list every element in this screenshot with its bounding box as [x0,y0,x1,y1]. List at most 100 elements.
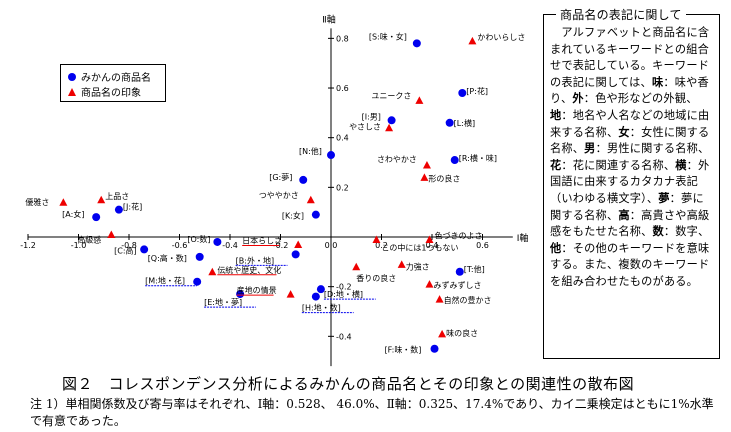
data-label: 色づきのよさ [434,230,482,240]
y-tick-label: -0.4 [336,332,352,341]
data-label: 日本らしさ [242,235,282,245]
legend-label: 商品名の印象 [81,88,141,99]
x-tick-label: 0.2 [375,241,388,250]
scatter-plot: -1.2 -1.0 -0.8 -0.6 -0.4 -0.2 0.0 0.2 0.4 0.6 0.8 0… [20,13,529,367]
data-label: さわやかさ [377,155,417,164]
legend: みかんの商品名 商品名の印象 [60,64,166,102]
data-label: かわいらしさ [477,33,525,42]
data-label: [S:味・女] [369,31,407,41]
x-tick-label: -0.8 [121,241,137,250]
data-point-impression [438,329,447,338]
y-tick-label: -0.2 [336,283,352,292]
data-label: [E:地・夢] [204,297,242,307]
keyword-bold: 味 [651,75,664,89]
data-label: [B:外・地] [236,255,274,265]
data-label: [H:地・数] [302,303,341,313]
data-point-product [430,344,439,353]
red-triangle-icon [68,87,76,96]
note-text: ：その他のキーワードを意味する。また、複数のキーワードを組み合わせたものがある。 [550,241,710,288]
data-label: 産地の情景 [237,285,277,295]
data-point-product [195,252,204,261]
keyword-bold: 夢 [658,191,670,205]
x-tick-label: -1.0 [71,241,87,250]
data-label: 伝統や歴史、文化 [217,265,281,275]
keyword-bold: 数 [652,225,664,239]
data-label: [P:花] [466,86,488,96]
y-tick-label: 0.4 [336,134,349,143]
data-point-impression [385,123,394,132]
note-text: アルファベットと商品名に含まれているキーワードとの組合せで表記している。キーワー… [550,26,710,89]
data-point-impression [306,195,315,204]
data-point-product [114,205,123,214]
data-point-product [92,213,101,222]
data-label: 自然の豊かさ [444,295,492,305]
data-point-impression [420,173,429,181]
data-point-product [327,151,335,160]
data-point-impression [435,295,444,303]
note-text: ：高貴さや高級感をもたせた名称、 [550,208,710,239]
y-tick-label: 0.6 [336,84,349,93]
data-label: つややかさ [259,191,299,200]
legend-item-triangle: 商品名の印象 [67,84,141,99]
figure-caption: 図２ コレスポンデンス分析によるみかんの商品名とその印象との関連性の散布図 [62,375,635,393]
data-point-product [291,250,300,259]
data-point-product [140,245,149,254]
data-point-product [316,285,325,294]
data-point-impression [468,36,477,45]
data-point-impression [425,235,434,243]
legend-label: みかんの商品名 [81,73,151,84]
data-point-impression [422,160,431,169]
data-point-product [311,210,320,219]
x-tick-label: -0.6 [172,241,188,250]
data-point-impression [97,195,106,204]
data-label: みずみずしさ [433,280,481,290]
data-label: [Q:高・数] [148,253,187,263]
note-text: ：男性に関する名称、 [595,142,710,156]
y-tick-label: 0.8 [336,34,349,43]
x-tick-label: -0.4 [222,241,238,250]
notation-note-box: 商品名の表記に関して アルファベットと商品名に含まれているキーワードとの組合せで… [543,7,720,359]
x-tick-label: 0.6 [476,241,489,250]
data-point-impression [286,290,295,298]
data-label: 形の良さ [428,173,460,183]
y-tick-label: 0.2 [336,183,349,192]
data-label: 味の良さ [446,328,478,338]
data-point-product [445,118,454,127]
data-point-impression [59,198,68,206]
data-point-impression [372,235,381,243]
data-point-product [311,292,320,301]
data-label: 優雅さ [25,197,49,207]
data-label: [T:他] [464,264,485,274]
data-point-impression [397,260,406,268]
data-label: [D:地・横] [324,289,363,299]
y-axis-label: Ⅱ軸 [322,13,335,25]
keyword-bold: 男 [584,142,596,156]
data-point-product [213,237,222,246]
data-label: [G:夢] [269,172,292,182]
keyword-bold: 高 [618,208,630,222]
data-label: [L:横] [454,118,475,128]
keyword-bold: 地 [550,108,562,122]
data-point-impression [294,240,303,248]
data-point-product [236,290,245,299]
data-label: [M:地・花] [145,276,185,286]
data-point-product [412,39,421,48]
data-label: ユニークさ [371,91,411,100]
note-text: ：色や形などの外観、 [583,92,698,106]
x-tick-label: -1.2 [20,241,36,250]
x-axis-label: Ⅰ軸 [517,232,529,244]
data-point-product [387,116,396,125]
data-label: [F:味・数] [385,345,422,355]
data-label: やさしさ [349,123,381,132]
x-tick-label: 0.4 [426,241,439,250]
data-point-product [193,277,202,286]
data-point-product [450,156,459,165]
keyword-bold: 女 [618,125,630,139]
note-text: ：女性に関する名称、 [550,125,710,156]
note-text: ：数字、 [663,225,710,239]
note-text: ：夢に関する名称、 [550,191,704,222]
keyword-bold: 他 [550,241,562,255]
data-point-product [455,267,464,276]
data-point-impression [208,267,217,276]
data-label: [A:女] [62,209,84,219]
